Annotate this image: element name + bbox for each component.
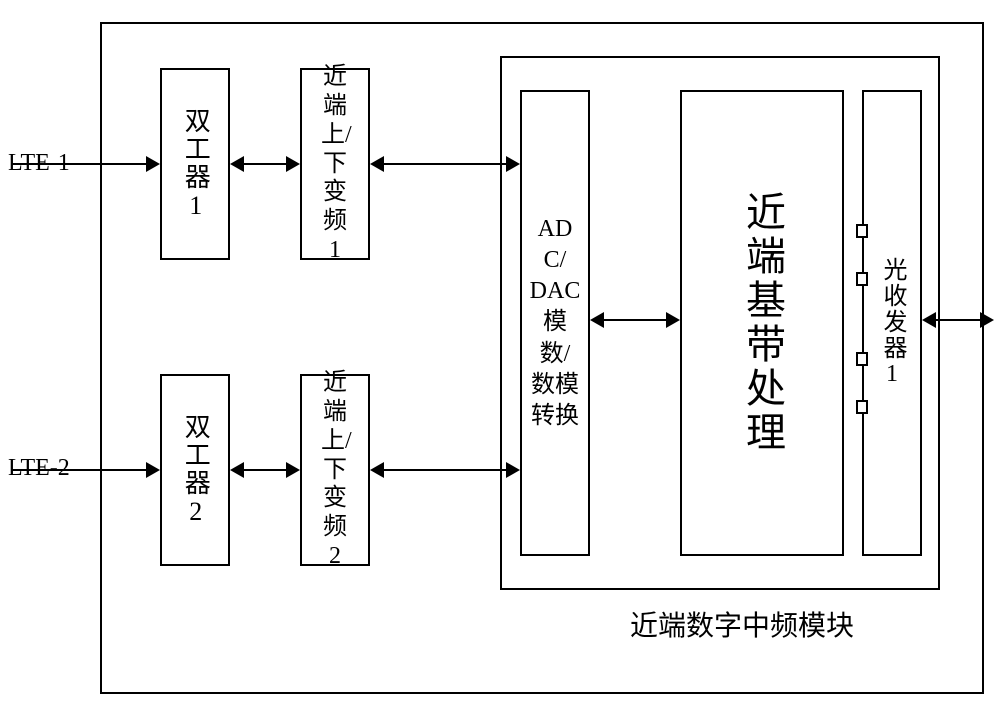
arrow-head-right (506, 156, 520, 172)
arrow-line (384, 469, 506, 471)
optical-port-1 (856, 224, 868, 238)
arrow-head-left (230, 156, 244, 172)
arrow-head-right (146, 462, 160, 478)
arrow-head-right (146, 156, 160, 172)
arrow-head-right (506, 462, 520, 478)
optical-port-4 (856, 400, 868, 414)
duplexer-2-label: 双工器2 (179, 413, 212, 528)
arrow-head-left (370, 156, 384, 172)
digital-if-module-label: 近端数字中频模块 (630, 604, 854, 644)
arrow-line (244, 163, 286, 165)
arrow-line (244, 469, 286, 471)
arrow-head-left (590, 312, 604, 328)
optical-port-3 (856, 352, 868, 366)
arrow-head-left (922, 312, 936, 328)
arrow-head-right (286, 462, 300, 478)
baseband-processing-block: 近端基带处理 (680, 90, 844, 556)
adc-dac-block: ADC/DAC模数/数模转换 (520, 90, 590, 556)
optical-port-2 (856, 272, 868, 286)
adc-dac-label: ADC/DAC模数/数模转换 (529, 214, 581, 432)
duplexer-1: 双工器1 (160, 68, 230, 260)
arrow-line (12, 469, 146, 471)
arrow-line (12, 163, 146, 165)
arrow-head-left (230, 462, 244, 478)
duplexer-2: 双工器2 (160, 374, 230, 566)
arrow-head-right (666, 312, 680, 328)
diagram-canvas: 近端数字中频模块 LTE-1 LTE-2 双工器1 双工器2 近端上/下变频1 … (0, 0, 1000, 714)
up-down-converter-1-label: 近端上/下变频1 (321, 63, 349, 265)
arrow-line (384, 163, 506, 165)
arrow-head-right (980, 312, 994, 328)
optical-label: 光收发器1 (877, 257, 907, 389)
optical-transceiver-1: 光收发器1 (862, 90, 922, 556)
up-down-converter-2-label: 近端上/下变频2 (321, 369, 349, 571)
arrow-line (604, 319, 666, 321)
duplexer-1-label: 双工器1 (179, 107, 212, 222)
up-down-converter-2: 近端上/下变频2 (300, 374, 370, 566)
arrow-head-right (286, 156, 300, 172)
arrow-head-left (370, 462, 384, 478)
arrow-line (936, 319, 980, 321)
up-down-converter-1: 近端上/下变频1 (300, 68, 370, 260)
baseband-label: 近端基带处理 (737, 191, 787, 455)
